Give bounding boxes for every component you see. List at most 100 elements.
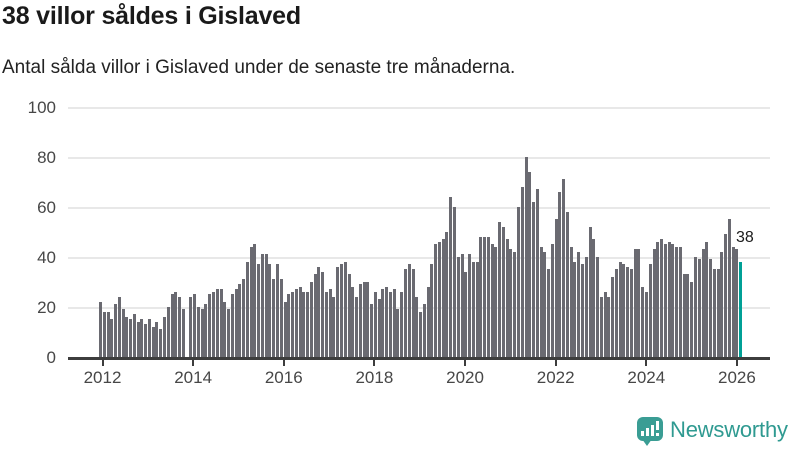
bar bbox=[652, 249, 656, 357]
bar bbox=[675, 247, 679, 357]
bar bbox=[505, 239, 509, 357]
x-axis-tick bbox=[645, 360, 648, 366]
bar bbox=[347, 274, 351, 357]
bar bbox=[366, 282, 370, 357]
bar bbox=[268, 264, 272, 357]
bar bbox=[411, 269, 415, 357]
bar bbox=[727, 219, 731, 357]
bar bbox=[136, 322, 140, 357]
bar bbox=[287, 294, 291, 357]
bar bbox=[614, 269, 618, 357]
bar bbox=[494, 247, 498, 357]
bar bbox=[498, 222, 502, 357]
bar bbox=[584, 257, 588, 357]
bar bbox=[121, 309, 125, 357]
bar bbox=[648, 264, 652, 357]
bar bbox=[712, 269, 716, 357]
bar bbox=[434, 244, 438, 357]
bar bbox=[678, 247, 682, 357]
value-annotation: 38 bbox=[736, 229, 754, 246]
bar bbox=[332, 297, 336, 357]
bar bbox=[373, 292, 377, 357]
bar bbox=[501, 227, 505, 357]
bar bbox=[106, 312, 110, 357]
bar bbox=[592, 239, 596, 357]
bar bbox=[396, 309, 400, 357]
y-axis-tick-label: 100 bbox=[27, 98, 56, 117]
bar bbox=[486, 237, 490, 357]
bar bbox=[283, 302, 287, 357]
x-axis-tick-label: 2014 bbox=[174, 368, 213, 387]
bar bbox=[588, 227, 592, 357]
gridline bbox=[68, 257, 770, 259]
bar bbox=[532, 202, 536, 357]
logo-exclamation-dot-icon bbox=[656, 433, 659, 436]
bar bbox=[211, 292, 215, 357]
bar bbox=[381, 289, 385, 357]
bar bbox=[219, 289, 223, 357]
bar bbox=[189, 297, 193, 357]
bar bbox=[358, 284, 362, 357]
gridline bbox=[68, 107, 770, 109]
bar bbox=[569, 247, 573, 357]
bar bbox=[611, 277, 615, 357]
bar bbox=[196, 307, 200, 357]
bar bbox=[686, 274, 690, 357]
bar bbox=[671, 244, 675, 357]
bar bbox=[558, 192, 562, 357]
page-title: 38 villor såldes i Gislaved bbox=[2, 2, 301, 30]
x-axis-tick-label: 2012 bbox=[83, 368, 122, 387]
x-axis-tick bbox=[373, 360, 376, 366]
x-axis-tick-label: 2026 bbox=[718, 368, 756, 387]
bar bbox=[279, 279, 283, 357]
bar bbox=[147, 319, 151, 357]
bar bbox=[114, 304, 118, 357]
bar bbox=[509, 249, 513, 357]
bar bbox=[291, 292, 295, 357]
bar bbox=[720, 252, 724, 357]
bar bbox=[716, 269, 720, 357]
x-axis-tick bbox=[282, 360, 285, 366]
bar bbox=[596, 257, 600, 357]
bar bbox=[392, 289, 396, 357]
y-axis-tick-label: 20 bbox=[37, 298, 56, 317]
bar bbox=[452, 207, 456, 357]
bar bbox=[456, 257, 460, 357]
page-subtitle: Antal sålda villor i Gislaved under de s… bbox=[2, 57, 516, 78]
bar bbox=[302, 292, 306, 357]
bar bbox=[419, 312, 423, 357]
bar bbox=[682, 274, 686, 357]
bar bbox=[629, 269, 633, 357]
bar bbox=[140, 319, 144, 357]
bar bbox=[701, 249, 705, 357]
bar-chart-speech-bubble-icon bbox=[637, 417, 663, 441]
bar bbox=[565, 212, 569, 357]
bar bbox=[234, 289, 238, 357]
bar bbox=[464, 272, 468, 357]
x-axis-tick-label: 2016 bbox=[264, 368, 303, 387]
bar bbox=[306, 292, 310, 357]
x-axis-tick bbox=[464, 360, 467, 366]
bar bbox=[355, 297, 359, 357]
bar bbox=[132, 314, 136, 357]
bar bbox=[535, 189, 539, 357]
y-axis-tick-label: 40 bbox=[37, 248, 56, 267]
bar bbox=[298, 287, 302, 357]
bar bbox=[581, 264, 584, 357]
bar bbox=[117, 297, 121, 357]
bar bbox=[230, 294, 234, 357]
x-axis-tick bbox=[192, 360, 195, 366]
bar bbox=[735, 249, 739, 357]
bar bbox=[547, 269, 551, 357]
x-axis-tick bbox=[101, 360, 104, 366]
bar bbox=[475, 262, 479, 357]
bar bbox=[340, 264, 343, 357]
bar bbox=[178, 297, 182, 357]
bar bbox=[622, 264, 626, 357]
bar bbox=[445, 232, 449, 357]
bar bbox=[242, 279, 246, 357]
bar bbox=[253, 244, 257, 357]
bar bbox=[404, 269, 408, 357]
bar bbox=[385, 287, 389, 357]
bar bbox=[731, 247, 735, 357]
